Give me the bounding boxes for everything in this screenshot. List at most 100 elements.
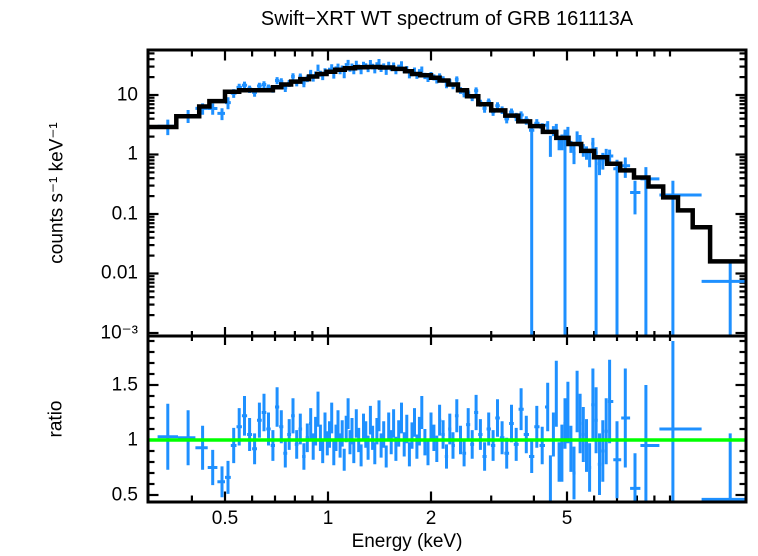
ratio-point bbox=[529, 440, 535, 473]
ratio-point bbox=[397, 420, 401, 447]
ratio-point bbox=[368, 405, 372, 435]
ratio-point bbox=[178, 410, 196, 466]
spectrum-point bbox=[400, 61, 403, 68]
ratio-point bbox=[607, 359, 614, 444]
spectrum-point bbox=[474, 87, 479, 95]
ratio-point bbox=[504, 437, 510, 469]
ratio-point bbox=[490, 430, 496, 461]
ratio-point bbox=[415, 434, 419, 459]
ratio-point bbox=[621, 368, 631, 468]
ratio-point bbox=[588, 443, 592, 492]
spectrum-point bbox=[316, 64, 320, 72]
spectrum-point bbox=[330, 64, 334, 71]
ratio-point bbox=[400, 402, 403, 434]
ratio-point bbox=[257, 402, 262, 438]
ratio-point bbox=[548, 455, 552, 502]
ratio-point bbox=[309, 408, 313, 439]
spectrum-point bbox=[630, 180, 641, 215]
ratio-point bbox=[438, 404, 442, 436]
ratio-point bbox=[287, 419, 292, 450]
model-line bbox=[149, 64, 746, 264]
ratio-point bbox=[454, 399, 459, 433]
y-tick-label-0.01: 0.01 bbox=[101, 262, 138, 284]
ratio-point bbox=[513, 427, 519, 461]
ratio-point bbox=[323, 412, 327, 442]
spectrum-point bbox=[572, 145, 576, 165]
ratio-point bbox=[352, 438, 356, 464]
ratio-point bbox=[382, 421, 386, 448]
ratio-point bbox=[389, 430, 393, 455]
spectrum-point bbox=[377, 59, 381, 65]
ratio-point bbox=[554, 360, 558, 427]
ratio-point bbox=[230, 427, 237, 464]
ratio-tick-label-1.5: 1.5 bbox=[111, 374, 138, 396]
ratio-point bbox=[604, 398, 608, 465]
spectrum-point bbox=[529, 126, 535, 336]
ratio-point bbox=[407, 442, 411, 467]
plot-title: Swift−XRT WT spectrum of GRB 161113A bbox=[260, 8, 634, 30]
ratio-data bbox=[157, 341, 746, 502]
ratio-point bbox=[462, 440, 467, 467]
ratio-point bbox=[302, 443, 306, 470]
ratio-point bbox=[584, 419, 589, 472]
spectrum-point bbox=[621, 157, 631, 178]
ratio-point bbox=[495, 399, 500, 437]
ratio-point bbox=[466, 408, 471, 442]
ratio-point bbox=[316, 391, 320, 427]
ratio-point bbox=[426, 441, 430, 466]
ratio-point bbox=[551, 412, 555, 457]
ratio-point bbox=[572, 446, 576, 500]
x-tick-label-2: 2 bbox=[425, 508, 437, 529]
ratio-point bbox=[283, 438, 288, 468]
y-tick-label-0.1: 0.1 bbox=[111, 203, 138, 225]
ratio-point bbox=[261, 393, 267, 432]
ratio-point bbox=[557, 442, 561, 482]
ratio-point bbox=[379, 433, 383, 458]
ratio-point bbox=[402, 432, 406, 457]
ratio-tick-label-1: 1 bbox=[127, 429, 138, 451]
ratio-point bbox=[560, 424, 564, 482]
spectrum-point bbox=[588, 151, 592, 168]
ratio-point bbox=[157, 403, 178, 470]
ratio-point bbox=[384, 445, 388, 468]
ratio-point bbox=[630, 453, 641, 502]
ratio-point bbox=[241, 396, 248, 436]
ratio-point bbox=[321, 438, 325, 464]
ratio-point bbox=[518, 388, 524, 431]
spectrum-point bbox=[384, 68, 388, 75]
ratio-point bbox=[659, 341, 702, 502]
spectrum-point bbox=[548, 135, 552, 157]
ratio-point bbox=[578, 393, 582, 454]
ratio-point bbox=[420, 396, 424, 429]
spectrum-point bbox=[217, 108, 225, 121]
ratio-point bbox=[332, 441, 336, 466]
spectrum-point bbox=[291, 73, 295, 81]
spectrum-point bbox=[701, 259, 746, 336]
ratio-point bbox=[423, 429, 427, 456]
ratio-point bbox=[291, 398, 295, 434]
ratio-point bbox=[336, 410, 340, 439]
ratio-point bbox=[523, 415, 529, 454]
ratio-point bbox=[499, 421, 505, 455]
ratio-point bbox=[601, 420, 605, 482]
spectrum-point bbox=[613, 159, 622, 336]
ratio-point bbox=[482, 442, 487, 471]
ratio-point bbox=[225, 460, 231, 494]
x-axis-label: Energy (keV) bbox=[351, 531, 463, 552]
y-tick-label-1: 1 bbox=[127, 143, 138, 165]
spectrum-point bbox=[557, 138, 561, 151]
ratio-point bbox=[413, 408, 416, 437]
ratio-point bbox=[410, 422, 414, 449]
ratio-point bbox=[364, 421, 368, 448]
ratio-point bbox=[613, 421, 622, 499]
spectrum-point bbox=[342, 72, 346, 79]
spectrum-point bbox=[594, 147, 598, 336]
y-tick-label-10: 10 bbox=[116, 84, 138, 106]
ratio-point bbox=[432, 424, 436, 451]
ratio-point bbox=[252, 433, 257, 465]
ratio-point bbox=[359, 444, 363, 467]
ratio-point bbox=[470, 430, 475, 459]
y-axis-label-spectrum: counts s⁻¹ keV⁻¹ bbox=[46, 122, 68, 264]
ratio-point bbox=[340, 420, 344, 447]
